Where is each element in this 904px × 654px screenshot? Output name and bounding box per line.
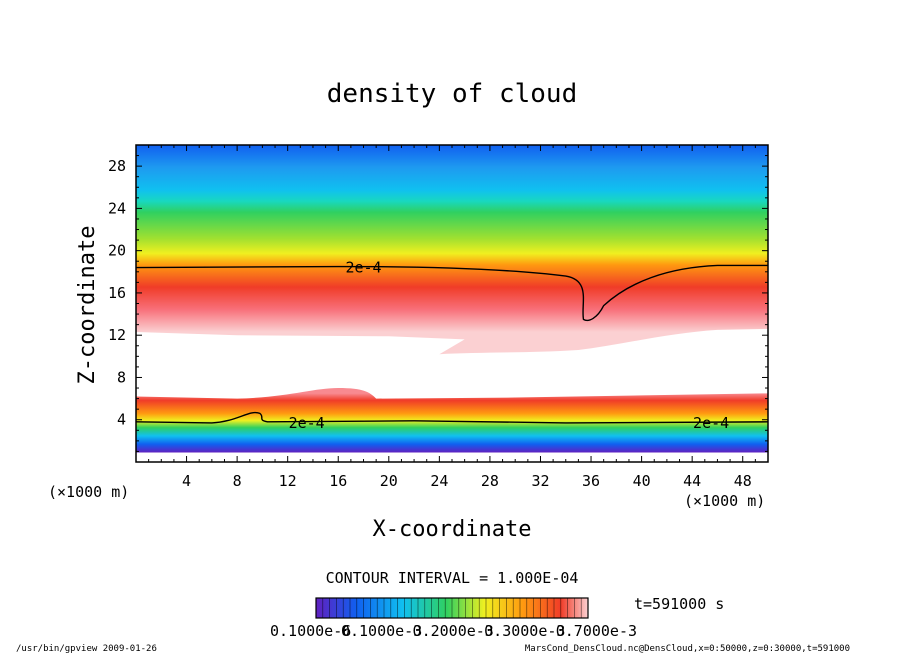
x-tick-label: 4 [182, 472, 191, 490]
colorbar-tick-label: 0.2000e-3 [413, 622, 494, 640]
y-tick-label: 16 [108, 284, 126, 302]
x-tick-label: 36 [582, 472, 600, 490]
x-tick-label: 44 [683, 472, 701, 490]
chart-title: density of cloud [327, 79, 577, 109]
x-tick-label: 40 [633, 472, 651, 490]
x-unit-label: (×1000 m) [684, 492, 765, 510]
x-tick-label: 48 [734, 472, 752, 490]
contour-lines: 2e-4 2e-4 2e-4 [135, 259, 769, 432]
y-axis-label: Z-coordinate [75, 226, 100, 385]
contour-label-text: 2e-4 [345, 259, 381, 277]
footer-right-text: MarsCond_DensCloud.nc@DensCloud,x=0:5000… [525, 644, 850, 654]
colorbar: 0.1000e-60.1000e-30.2000e-30.3000e-30.70… [270, 597, 637, 640]
x-axis-label: X-coordinate [373, 517, 532, 542]
colorbar-tick-label: 0.3000e-3 [484, 622, 565, 640]
x-tick-label: 32 [531, 472, 549, 490]
x-tick-label: 12 [279, 472, 297, 490]
x-tick-label: 8 [233, 472, 242, 490]
colorbar-frame [315, 597, 589, 619]
contour-label-text: 2e-4 [693, 414, 729, 432]
colorbar-tick-label: 0.1000e-6 [270, 622, 351, 640]
y-tick-label: 24 [108, 199, 126, 217]
lower-cloud-layer [136, 388, 768, 453]
contour-interval-text: CONTOUR INTERVAL = 1.000E-04 [326, 569, 579, 587]
x-tick-label: 20 [380, 472, 398, 490]
y-tick-label: 12 [108, 326, 126, 344]
contour-line-upper [135, 264, 768, 322]
colorbar-tick-label: 0.1000e-3 [341, 622, 422, 640]
upper-cloud-layer [136, 145, 768, 355]
x-tick-label: 24 [430, 472, 448, 490]
x-tick-label: 16 [329, 472, 347, 490]
contour-label: 2e-4 [289, 414, 325, 432]
y-tick-label: 4 [117, 411, 126, 429]
contour-line-lower [135, 411, 769, 424]
contour-label: 2e-4 [693, 414, 729, 432]
x-tick-label: 28 [481, 472, 499, 490]
y-tick-label: 8 [117, 368, 126, 386]
time-label: t=591000 s [634, 595, 724, 613]
colorbar-tick-label: 0.7000e-3 [556, 622, 637, 640]
y-unit-label: (×1000 m) [48, 483, 129, 501]
footer-left-text: /usr/bin/gpview 2009-01-26 [16, 644, 157, 654]
y-tick-label: 28 [108, 157, 126, 175]
y-tick-label: 20 [108, 242, 126, 260]
plot-area [136, 145, 768, 462]
contour-label: 2e-4 [345, 259, 381, 277]
contour-label-text: 2e-4 [289, 414, 325, 432]
